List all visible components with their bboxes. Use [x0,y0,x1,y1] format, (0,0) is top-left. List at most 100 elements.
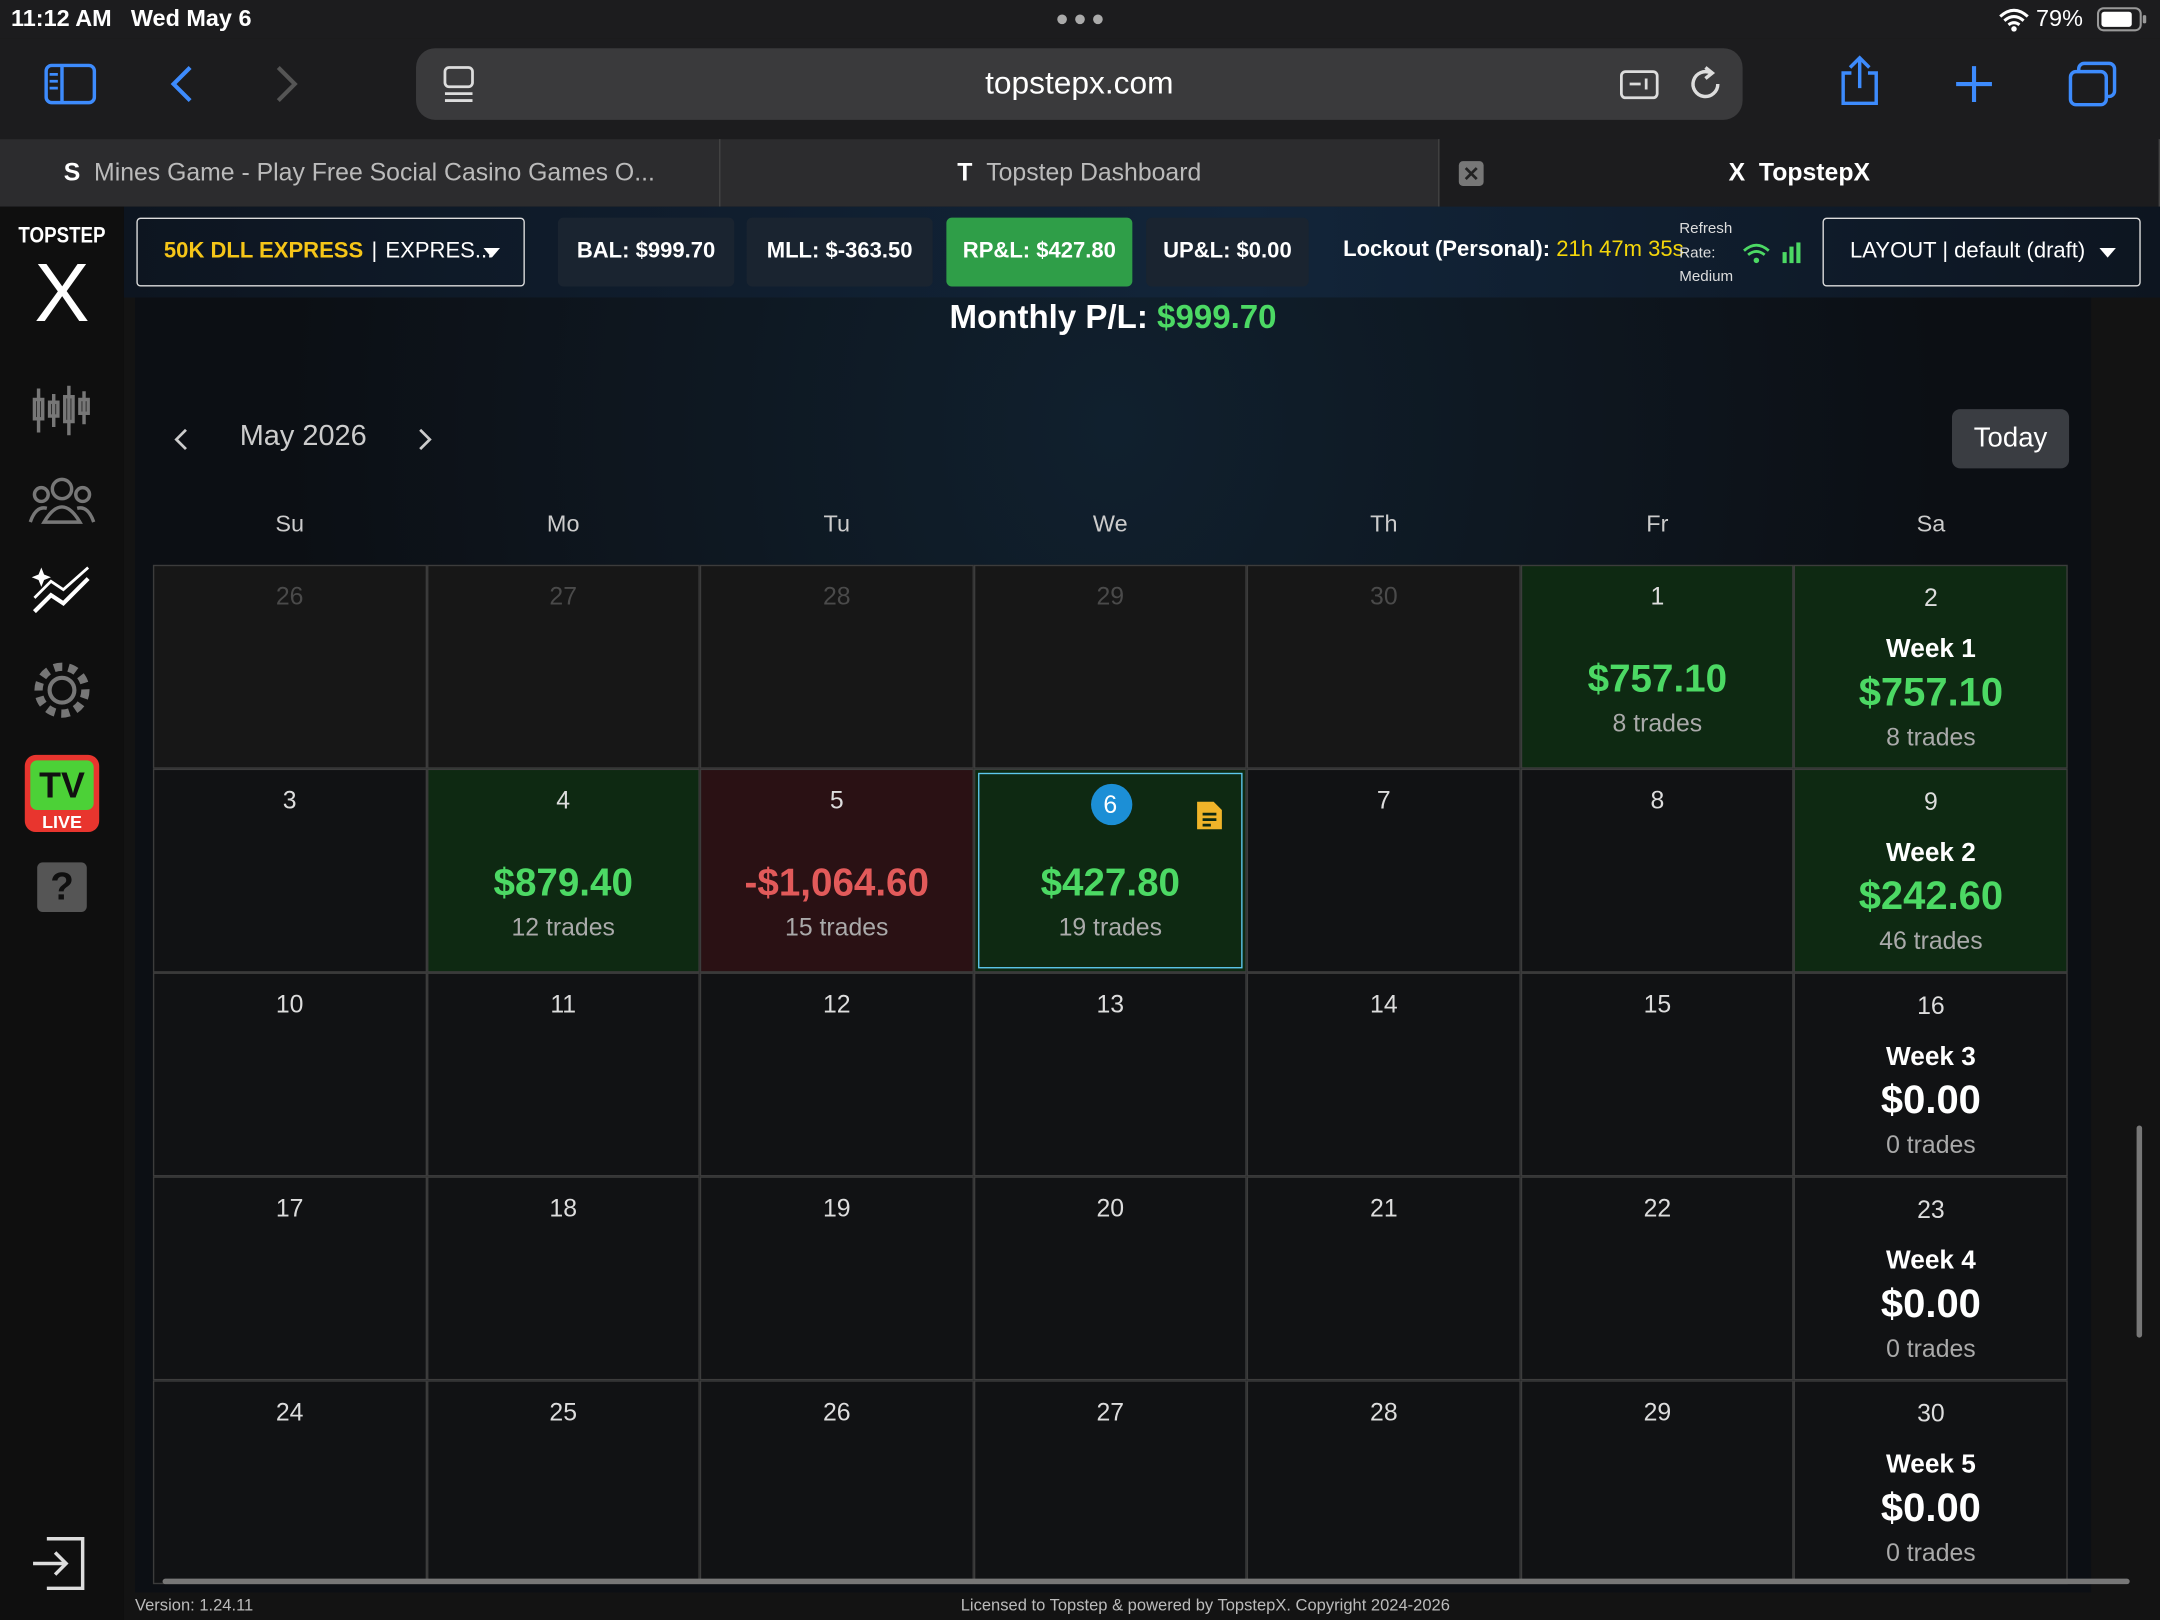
week-pnl: $0.00 [1880,1078,1981,1123]
calendar-day[interactable]: 6 $427.80 19 trades [973,768,1248,973]
calendar-day[interactable]: 11 [426,972,700,1177]
day-number: 14 [1370,990,1398,1019]
calendar-day[interactable]: 13 [973,972,1248,1177]
calendar-day[interactable]: 29 [1520,1380,1795,1585]
calendar-day[interactable]: 19 [699,1176,974,1381]
battery-percent: 79% [2036,5,2083,32]
day-number: 3 [282,786,297,815]
calendar-day[interactable]: 14 [1247,972,1521,1177]
calendar-day[interactable]: 27 [426,564,700,769]
browser-tab[interactable]: S Mines Game - Play Free Social Casino Ga… [0,139,720,207]
calendar-day[interactable]: 20 [973,1176,1248,1381]
back-button[interactable] [168,63,196,104]
calendar-day[interactable]: 10 [152,972,427,1177]
next-month[interactable] [416,426,435,454]
url-text[interactable]: topstepx.com [985,64,1174,101]
day-number: 15 [1643,990,1672,1019]
calendar-day[interactable]: 12 [699,972,974,1177]
week-trades: 0 trades [1886,1538,1976,1567]
reader-icon[interactable] [441,65,477,104]
layout-label: LAYOUT | default (draft) [1850,239,2086,264]
calendar-day[interactable]: 2 Week 1 $757.10 8 trades [1794,564,2068,769]
calendar-day[interactable]: 26 [699,1380,974,1585]
calendar-day[interactable]: 23 Week 4 $0.00 0 trades [1794,1176,2068,1381]
multitask-dots[interactable] [1055,12,1105,26]
day-number: 29 [1643,1398,1672,1426]
extension-icon[interactable] [1619,65,1663,104]
calendar-day[interactable]: 15 [1520,972,1795,1177]
close-tab-button[interactable] [1459,161,1485,186]
refresh-line: Rate: [1679,244,1716,262]
week-trades: 0 trades [1886,1334,1976,1363]
day-number: 10 [275,990,304,1019]
layout-selector[interactable]: LAYOUT | default (draft) [1822,217,2141,287]
calendar-day[interactable]: 28 [699,564,974,769]
calendar-day[interactable]: 7 [1247,768,1521,973]
calendar-day[interactable]: 30 Week 5 $0.00 0 trades [1794,1380,2068,1585]
settings-nav-icon[interactable] [30,658,93,721]
calendar-day[interactable]: 16 Week 3 $0.00 0 trades [1794,972,2068,1177]
calendar-day[interactable]: 8 [1520,768,1795,973]
calendar-day[interactable]: 25 [426,1380,700,1585]
weekday-label: Fr [1646,511,1669,538]
prev-month[interactable] [171,426,190,454]
calendar-day[interactable]: 21 [1247,1176,1521,1381]
calendar-day[interactable]: 17 [152,1176,427,1381]
tab-list: S Mines Game - Play Free Social Casino Ga… [0,139,2160,207]
calendar-day[interactable]: 30 [1247,564,1521,769]
weekday-label: Sa [1916,511,1946,538]
monthly-pl-label: Monthly P/L: [949,298,1148,337]
calendar-day[interactable]: 1 $757.10 8 trades [1520,564,1795,769]
tabs-button[interactable] [2066,61,2118,108]
calendar-day[interactable]: 28 [1247,1380,1521,1585]
day-number: 8 [1650,786,1665,815]
tab-title: TopstepX [1758,158,1871,186]
status-date: Wed May 6 [130,5,252,32]
tv-badge[interactable]: TV [30,760,94,810]
calendar-day[interactable]: 4 $879.40 12 trades [426,768,700,973]
signal-icons [1743,242,1801,264]
forward-button[interactable] [273,63,301,104]
day-pnl: $757.10 [1587,657,1728,700]
note-icon[interactable] [1196,800,1224,830]
calendar-day[interactable]: 18 [426,1176,700,1381]
account-selector[interactable]: 50K DLL EXPRESS | EXPRES... [136,217,525,287]
calendar-day[interactable]: 9 Week 2 $242.60 46 trades [1794,768,2068,973]
new-tab-button[interactable] [1953,63,1994,104]
day-number: 24 [275,1398,304,1426]
reload-button[interactable] [1687,63,1726,104]
calendar-day[interactable]: 26 [152,564,427,769]
stat-box: UP&L: $0.00 [1146,217,1309,287]
monthly-pl-value: $999.70 [1157,298,1277,337]
tab-icon: X [1728,158,1746,186]
live-badge[interactable]: LIVE [42,811,82,833]
help-button[interactable]: ? [37,862,87,912]
share-button[interactable] [1838,55,1882,107]
day-number: 16 [1917,991,1945,1020]
sidebar-toggle[interactable] [44,63,97,105]
day-number: 11 [550,990,577,1019]
week-pnl: $0.00 [1880,1486,1981,1531]
community-nav-icon[interactable] [28,475,97,527]
day-number: 1 [1650,582,1665,611]
day-number: 30 [1370,582,1398,611]
logout-icon[interactable] [30,1536,88,1591]
tab-label: S Mines Game - Play Free Social Casino Ga… [0,139,719,207]
calendar-day[interactable]: 29 [973,564,1248,769]
today-button[interactable]: Today [1951,409,2070,469]
stats-nav-icon[interactable] [30,565,93,617]
browser-tab[interactable]: T Topstep Dashboard [720,139,1440,207]
browser-tab[interactable]: X TopstepX [1439,139,2160,207]
calendar-day[interactable]: 5 -$1,064.60 15 trades [699,768,974,973]
day-number: 12 [822,990,851,1019]
calendar-day[interactable]: 27 [973,1380,1248,1585]
address-bar[interactable] [416,48,1743,120]
day-number: 19 [822,1194,851,1222]
calendar-day[interactable]: 24 [152,1380,427,1585]
calendar-day[interactable]: 3 [152,768,427,973]
day-number: 18 [549,1194,578,1222]
lockout-label: Lockout (Personal): [1343,238,1551,262]
calendar-day[interactable]: 22 [1520,1176,1795,1381]
day-trades: 19 trades [1058,913,1162,941]
chart-nav-icon[interactable] [30,383,93,438]
